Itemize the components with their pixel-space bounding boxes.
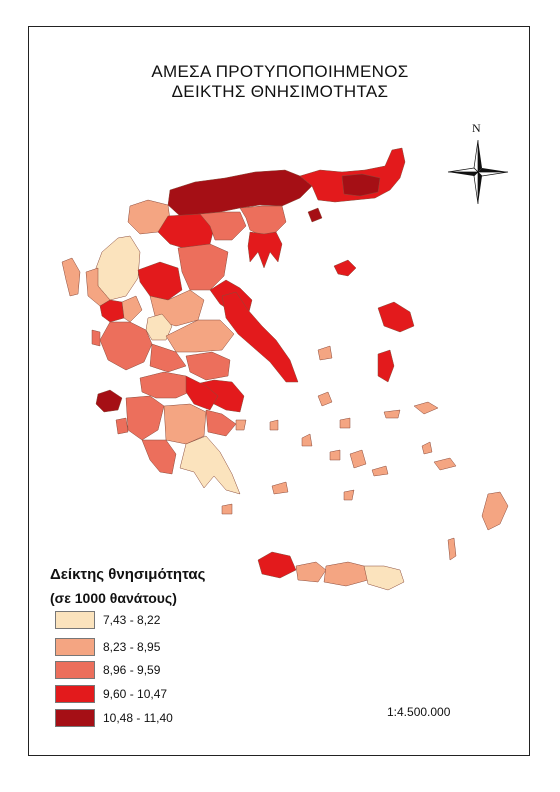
region-thassos (307, 207, 323, 223)
region-corfu (61, 257, 81, 297)
region-lefkada (91, 329, 101, 347)
region-lakonia (179, 435, 241, 495)
legend-subtitle: (σε 1000 θανάτους) (50, 590, 177, 606)
region-naxos (349, 449, 367, 469)
region-macedonia-central (167, 169, 313, 217)
region-karpathos (447, 537, 457, 561)
north-label: N (472, 121, 481, 135)
region-aitoloakarnania (99, 321, 153, 371)
region-chalkidiki-peninsulas (247, 231, 283, 269)
legend-title: Δείκτης θνησιμότητας (50, 566, 206, 583)
region-heraklio (323, 561, 369, 587)
region-kea (269, 419, 279, 431)
map-title-line-1: ΑΜΕΣΑ ΠΡΟΤΥΠΟΠΟΙΗΜΕΝΟΣ (151, 62, 409, 81)
region-zakynthos (115, 417, 129, 435)
region-paros (329, 449, 341, 461)
region-kos (433, 457, 457, 471)
legend-label: 9,60 - 10,47 (103, 687, 168, 701)
region-korinthia (185, 375, 219, 411)
region-rhodes (481, 491, 509, 531)
region-trikala (137, 261, 183, 301)
region-thrace-east (341, 173, 381, 197)
legend-label: 10,48 - 11,40 (103, 711, 173, 725)
legend-swatch (55, 611, 95, 629)
legend-swatch (55, 661, 95, 679)
region-fokida (149, 343, 187, 373)
north-arrow-icon (447, 139, 509, 205)
region-andros (317, 391, 333, 407)
region-arta (121, 295, 143, 323)
legend-swatch (55, 685, 95, 703)
region-limnos (333, 259, 357, 277)
region-achaia (139, 371, 195, 399)
region-larisa (177, 243, 229, 291)
region-argolida (205, 409, 237, 437)
region-ioannina (95, 235, 141, 301)
region-ilia (125, 395, 165, 441)
legend-label: 7,43 - 8,22 (103, 613, 161, 627)
legend-label: 8,23 - 8,95 (103, 640, 161, 654)
region-chania (257, 551, 297, 579)
map-title-line-2: ΔΕΙΚΤΗΣ ΘΝΗΣΙΜΟΤΗΤΑΣ (171, 82, 389, 101)
region-kythira (221, 503, 233, 515)
region-chios (377, 349, 395, 383)
legend-swatch (55, 709, 95, 727)
region-kalymnos (421, 441, 433, 455)
region-syros (301, 433, 313, 447)
region-fthiotida (165, 319, 235, 353)
region-pieria (199, 211, 247, 241)
region-aegina (235, 419, 247, 431)
region-tinos (339, 417, 351, 429)
region-kefalonia (95, 389, 123, 413)
region-lesvos (377, 301, 415, 333)
region-amorgos (371, 465, 389, 477)
region-arkadia (163, 403, 207, 445)
region-ikaria (383, 409, 401, 419)
region-voiotia (185, 351, 231, 381)
region-rethymno (295, 561, 327, 583)
region-samos (413, 401, 439, 415)
legend-swatch (55, 638, 95, 656)
region-santorini (343, 489, 355, 501)
region-chalkidiki (239, 205, 287, 237)
region-skyros (317, 345, 333, 361)
region-messinia (141, 439, 177, 475)
region-evia (221, 291, 299, 383)
scale-label: 1:4.500.000 (387, 705, 451, 719)
legend-label: 8,96 - 9,59 (103, 663, 161, 677)
region-lasithi (363, 565, 405, 591)
region-milos (271, 481, 289, 495)
